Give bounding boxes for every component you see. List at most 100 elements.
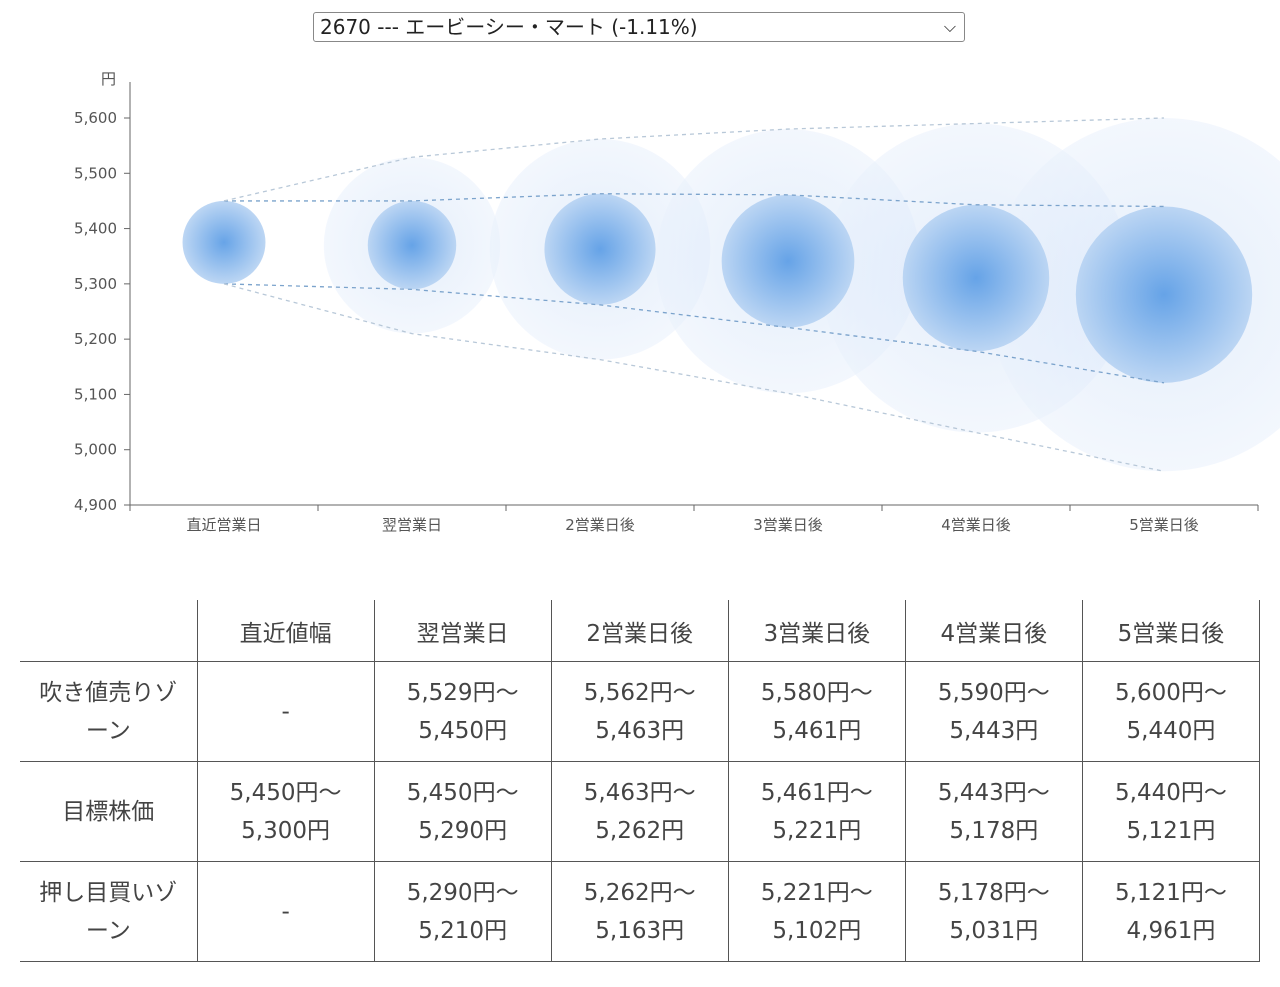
x-category-label: 3営業日後 [753,516,823,534]
price-value: 5,463円〜 [583,779,696,806]
price-value: 5,440円 [1126,717,1216,744]
price-value: 5,178円〜 [937,879,1050,906]
price-value: - [281,698,290,725]
price-value: 5,463円 [595,717,685,744]
target-circle-0 [182,200,266,284]
price-value: 5,580円〜 [760,679,873,706]
table-row: 吹き値売りゾ ーン - 5,529円〜 5,450円 5,562円〜 5,463円 5,580… [20,661,1261,762]
y-tick-label: 5,200 [74,330,117,348]
y-tick-label: 5,600 [74,109,117,127]
price-value: 5,450円 [418,717,508,744]
price-value: 5,290円〜 [406,879,519,906]
price-cell: 5,290円〜 5,210円 [373,861,552,962]
zone-table: 直近値幅 翌営業日 2営業日後 3営業日後 4営業日後 5営業日後 吹き値売りゾ… [20,600,1261,962]
y-tick-label: 5,000 [74,441,117,459]
price-value: 4,961円 [1126,917,1216,944]
price-value: 5,262円 [595,817,685,844]
target-low-line [223,283,1165,384]
price-value: 5,461円 [772,717,862,744]
x-category-label: 5営業日後 [1129,516,1199,534]
price-value: 5,221円 [772,817,862,844]
price-value: 5,590円〜 [937,679,1050,706]
y-tick-label: 5,500 [74,164,117,182]
row-label-line: ーン [85,917,131,944]
price-cell: 5,262円〜 5,163円 [550,861,729,962]
row-label: 目標株価 [20,761,198,862]
zone-chart: 円 5,600 5,500 5,400 5,300 5,200 5,100 5,000 4,90… [74,70,1280,534]
price-cell: 5,121円〜 4,961円 [1081,861,1261,962]
table-header-day5: 5営業日後 [1081,600,1261,662]
table-header-day1: 翌営業日 [373,600,552,662]
price-cell: - [196,661,375,762]
price-value: 5,163円 [595,917,685,944]
y-tick-label: 4,900 [74,496,117,514]
row-label-line: ーン [85,717,131,744]
table-row: 押し目買いゾ ーン - 5,290円〜 5,210円 5,262円〜 5,163円 5,221… [20,861,1261,962]
price-value: 5,210円 [418,917,508,944]
price-value: 5,461円〜 [760,779,873,806]
row-label-line: 目標株価 [62,798,155,825]
table-header-day2: 2営業日後 [550,600,729,662]
price-value: 5,529円〜 [406,679,519,706]
price-value: 5,031円 [949,917,1039,944]
y-tick-label: 5,300 [74,275,117,293]
price-value: 5,443円 [949,717,1039,744]
y-axis-unit-label: 円 [101,70,116,88]
table-row: 目標株価 5,450円〜 5,300円 5,450円〜 5,290円 5,463円〜 5,2… [20,761,1261,862]
price-cell: 5,562円〜 5,463円 [550,661,729,762]
price-cell: 5,580円〜 5,461円 [727,661,906,762]
target-circle-1 [367,200,457,290]
stock-selector-value: 2670 --- エービーシー・マート (-1.11%) [320,15,698,39]
y-tick-label: 5,400 [74,220,117,238]
x-category-label: 翌営業日 [382,516,442,534]
price-value: 5,300円 [241,817,331,844]
target-circle-3 [721,194,855,328]
row-label-line: 吹き値売りゾ [39,679,178,706]
price-cell: 5,450円〜 5,290円 [373,761,552,862]
x-category-label: 2営業日後 [565,516,635,534]
x-category-label: 直近営業日 [186,516,261,534]
price-cell: 5,443円〜 5,178円 [904,761,1083,862]
price-cell: 5,221円〜 5,102円 [727,861,906,962]
row-label: 押し目買いゾ ーン [20,861,198,962]
chevron-down-icon: ⌵ [943,17,956,36]
price-value: 5,600円〜 [1115,679,1227,706]
price-value: 5,290円 [418,817,508,844]
price-cell: 5,450円〜 5,300円 [196,761,375,862]
price-value: 5,102円 [772,917,862,944]
price-cell: 5,440円〜 5,121円 [1081,761,1261,862]
stock-selector[interactable]: 2670 --- エービーシー・マート (-1.11%) ⌵ [313,12,965,42]
price-value: 5,121円〜 [1115,879,1227,906]
price-value: 5,178円 [949,817,1039,844]
price-cell: 5,529円〜 5,450円 [373,661,552,762]
table-header-day3: 3営業日後 [727,600,906,662]
price-value: 5,443円〜 [937,779,1050,806]
table-header-recent: 直近値幅 [196,600,375,662]
price-value: 5,450円〜 [406,779,519,806]
target-circle-4 [902,204,1050,352]
target-circle-5 [1075,206,1253,383]
y-tick-label: 5,100 [74,385,117,403]
price-value: 5,121円 [1126,817,1216,844]
price-cell: - [196,861,375,962]
target-circle-2 [544,193,656,305]
price-value: 5,440円〜 [1115,779,1227,806]
price-cell: 5,461円〜 5,221円 [727,761,906,862]
row-label: 吹き値売りゾ ーン [20,661,198,762]
price-value: 5,221円〜 [760,879,873,906]
price-cell: 5,463円〜 5,262円 [550,761,729,862]
price-value: 5,450円〜 [229,779,342,806]
table-header-corner [20,600,198,662]
table-header-row: 直近値幅 翌営業日 2営業日後 3営業日後 4営業日後 5営業日後 [20,600,1261,662]
price-cell: 5,600円〜 5,440円 [1081,661,1261,762]
x-category-label: 4営業日後 [941,516,1011,534]
outer-high-line [223,117,1165,202]
price-cell: 5,590円〜 5,443円 [904,661,1083,762]
price-value: 5,562円〜 [583,679,696,706]
price-value: 5,262円〜 [583,879,696,906]
row-label-line: 押し目買いゾ [39,879,178,906]
table-header-day4: 4営業日後 [904,600,1083,662]
outer-low-line [223,283,1165,472]
price-value: - [281,898,290,925]
price-cell: 5,178円〜 5,031円 [904,861,1083,962]
